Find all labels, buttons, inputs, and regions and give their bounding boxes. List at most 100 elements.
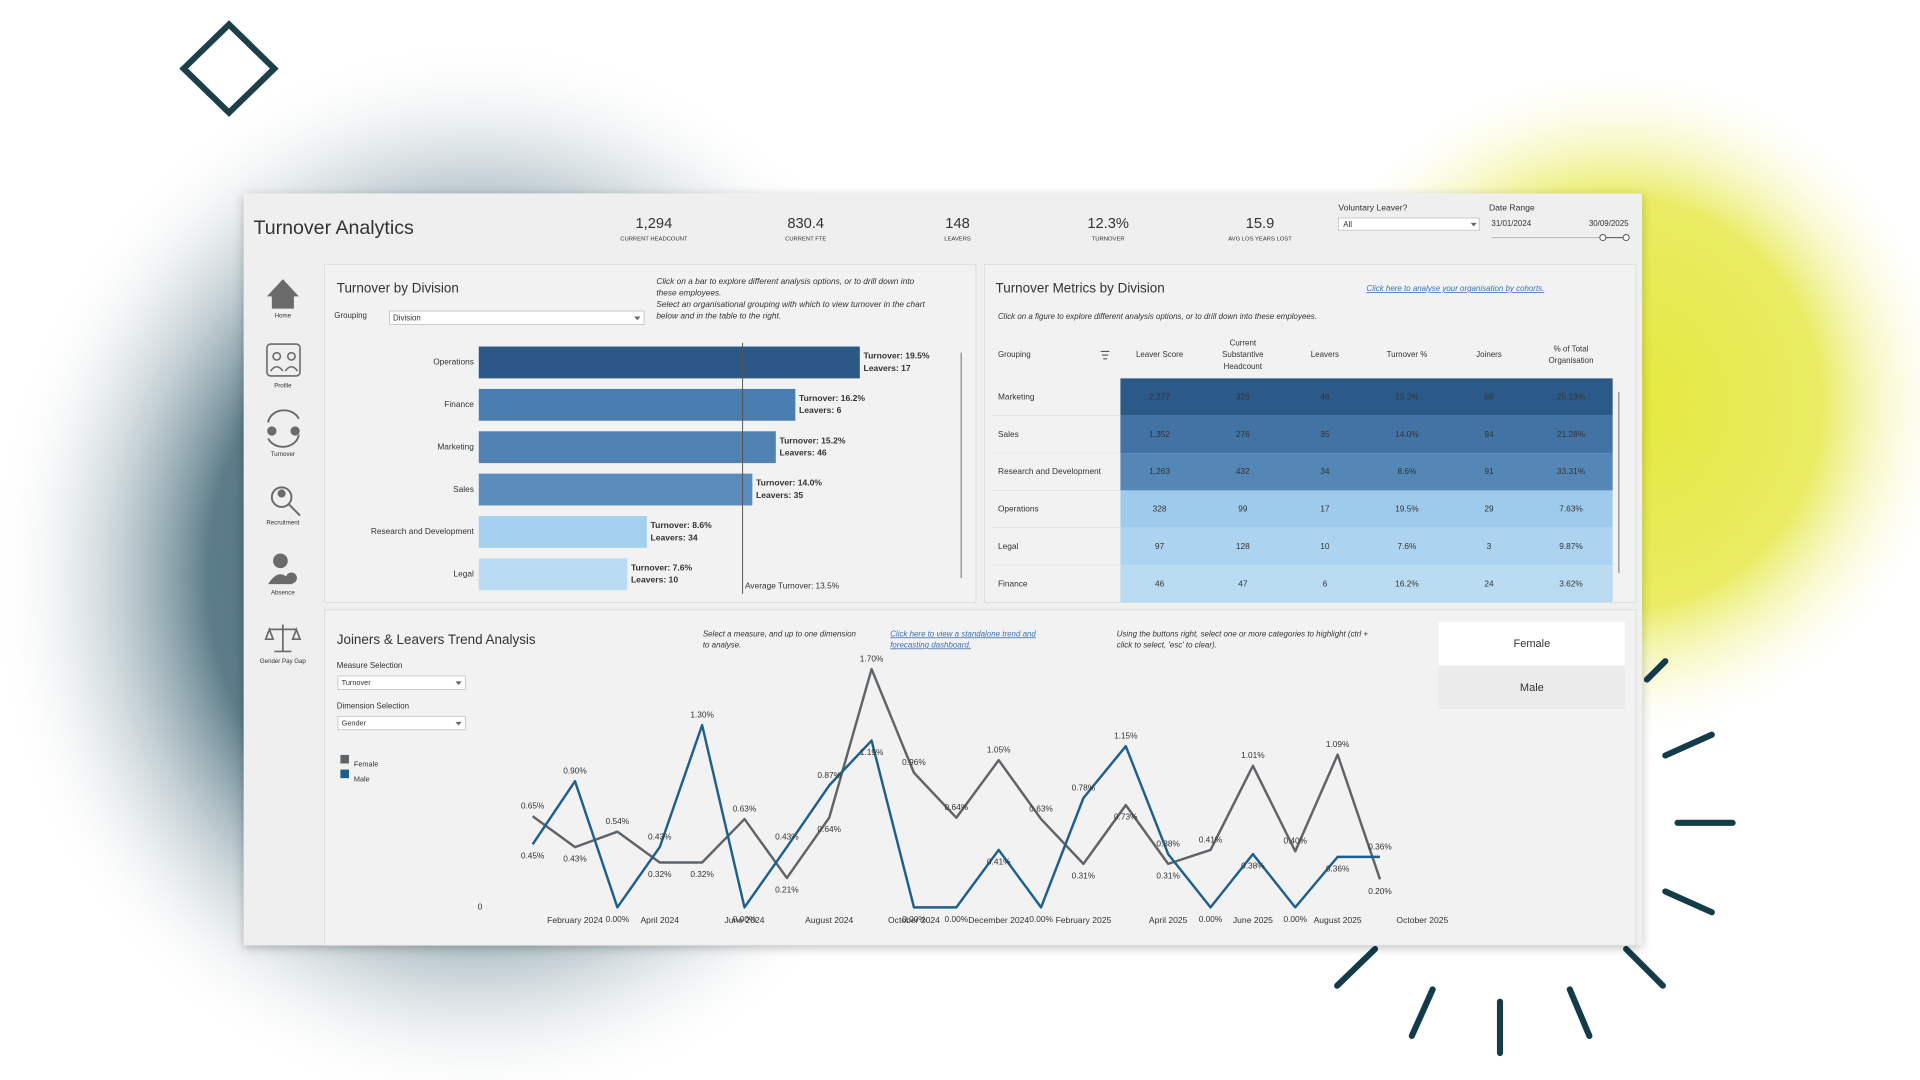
- highlight-button[interactable]: [1438, 622, 1625, 665]
- highlight-button[interactable]: [1438, 666, 1625, 709]
- dimension-select[interactable]: [337, 715, 466, 731]
- nav-label[interactable]: Absence: [271, 589, 295, 596]
- data-label: 0.00%: [1029, 914, 1053, 924]
- slider-handle[interactable]: [1599, 234, 1607, 242]
- button-label[interactable]: Male: [1520, 682, 1544, 694]
- trend-link[interactable]: forecasting dashboard.: [890, 640, 971, 649]
- table-cell[interactable]: 14.0%: [1395, 429, 1419, 439]
- grouping-label: Grouping: [334, 311, 367, 320]
- table-cell[interactable]: 3: [1487, 541, 1492, 551]
- table-cell[interactable]: 94: [1484, 429, 1494, 439]
- kpi-value: 830.4: [787, 216, 824, 232]
- dashboard-title: Turnover Analytics: [253, 217, 414, 239]
- table-cell[interactable]: 328: [1153, 504, 1167, 514]
- sort-icon[interactable]: [1100, 350, 1110, 360]
- table-row-fill: [1120, 527, 1613, 566]
- measure-value[interactable]: Turnover: [342, 678, 372, 687]
- table-cell[interactable]: 99: [1238, 504, 1248, 514]
- x-tick-label: June 2025: [1233, 915, 1273, 925]
- data-label: 0.00%: [733, 914, 757, 924]
- table-cell[interactable]: 35: [1320, 429, 1330, 439]
- table-cell[interactable]: 47: [1238, 578, 1248, 588]
- table-cell[interactable]: 276: [1236, 429, 1250, 439]
- table-cell[interactable]: 128: [1236, 541, 1250, 551]
- data-label: 0.38%: [1241, 861, 1265, 871]
- nav-label[interactable]: Profile: [274, 382, 292, 389]
- bar[interactable]: [478, 558, 628, 591]
- date-end[interactable]: 30/09/2025: [1589, 219, 1629, 228]
- nav-label[interactable]: Home: [275, 313, 292, 320]
- sunburst-decoration: [1334, 658, 1736, 1057]
- table-cell[interactable]: 1,352: [1149, 429, 1170, 439]
- table-cell[interactable]: 3.62%: [1559, 578, 1583, 588]
- table-cell[interactable]: 33.31%: [1557, 466, 1586, 476]
- column-header: Leavers: [1311, 350, 1339, 359]
- instruction-note: below and in the table to the right.: [656, 311, 781, 321]
- x-tick-label: October 2024: [888, 915, 940, 925]
- table-row-fill: [1120, 490, 1613, 528]
- trend-link[interactable]: Click here to view a standalone trend an…: [890, 629, 1036, 638]
- bar[interactable]: [478, 516, 647, 548]
- bar[interactable]: [478, 431, 776, 464]
- cohort-link[interactable]: Click here to analyse your organisation …: [1367, 284, 1545, 293]
- data-label: 1.30%: [690, 710, 714, 720]
- table-cell[interactable]: 24: [1484, 578, 1494, 588]
- date-start[interactable]: 31/01/2024: [1491, 219, 1531, 228]
- table-cell[interactable]: 25.13%: [1557, 392, 1586, 402]
- table-cell[interactable]: 8.6%: [1397, 466, 1417, 476]
- bar[interactable]: [478, 388, 796, 421]
- table-cell[interactable]: 432: [1236, 466, 1250, 476]
- data-label: 0.36%: [1368, 841, 1392, 851]
- table-cell[interactable]: 21.28%: [1557, 429, 1586, 439]
- data-label: 0.43%: [775, 831, 799, 841]
- slider-handle[interactable]: [1622, 234, 1630, 242]
- table-cell[interactable]: 6: [1323, 578, 1328, 588]
- data-label: 1.01%: [1241, 750, 1265, 760]
- filter-select[interactable]: [1338, 217, 1480, 231]
- table-cell[interactable]: 29: [1484, 504, 1494, 514]
- table-cell[interactable]: 15.2%: [1395, 392, 1419, 402]
- nav-label[interactable]: Recruitment: [266, 519, 299, 526]
- dimension-value[interactable]: Gender: [342, 719, 367, 728]
- bar-secondary-label: Leavers: 34: [650, 532, 697, 542]
- table-cell[interactable]: 9.87%: [1559, 541, 1583, 551]
- filter-value[interactable]: All: [1343, 220, 1352, 229]
- table-cell[interactable]: 16.2%: [1395, 578, 1419, 588]
- column-header: Joiners: [1476, 350, 1502, 359]
- instruction-note: to analyse.: [703, 640, 741, 649]
- grouping-select[interactable]: [389, 310, 645, 325]
- x-tick-label: August 2025: [1314, 915, 1362, 925]
- instruction-note: Select a measure, and up to one dimensio…: [703, 629, 857, 638]
- button-label[interactable]: Female: [1513, 638, 1550, 650]
- table-cell[interactable]: 2,277: [1149, 392, 1170, 402]
- bar[interactable]: [478, 473, 753, 506]
- table-cell[interactable]: 86: [1484, 392, 1494, 402]
- column-header: Turnover %: [1387, 350, 1428, 359]
- table-cell[interactable]: 34: [1320, 466, 1330, 476]
- nav-label[interactable]: Turnover: [271, 451, 295, 458]
- bar[interactable]: [478, 346, 860, 379]
- filter-label: Voluntary Leaver?: [1338, 202, 1407, 212]
- kpi-label: TURNOVER: [1092, 236, 1125, 242]
- data-label: 0.43%: [648, 831, 672, 841]
- table-cell[interactable]: 46: [1320, 392, 1330, 402]
- table-cell[interactable]: 10: [1320, 541, 1330, 551]
- table-cell[interactable]: 46: [1155, 578, 1165, 588]
- table-cell[interactable]: 19.5%: [1395, 504, 1419, 514]
- table-cell[interactable]: 17: [1320, 504, 1330, 514]
- table-cell[interactable]: 97: [1155, 541, 1165, 551]
- grouping-value[interactable]: Division: [393, 313, 421, 322]
- data-label: 0.96%: [902, 757, 926, 767]
- table-cell[interactable]: 91: [1484, 466, 1494, 476]
- table-cell[interactable]: 7.6%: [1397, 541, 1417, 551]
- bar-secondary-label: Leavers: 46: [779, 448, 826, 458]
- table-cell[interactable]: 7.63%: [1559, 504, 1583, 514]
- data-label: 0.73%: [1114, 811, 1138, 821]
- data-label: 0.00%: [945, 914, 969, 924]
- bar-secondary-label: Leavers: 17: [863, 363, 910, 373]
- nav-label[interactable]: Gender Pay Gap: [260, 658, 306, 665]
- table-cell[interactable]: 1,263: [1149, 466, 1170, 476]
- measure-select[interactable]: [337, 675, 466, 690]
- table-cell[interactable]: 326: [1236, 392, 1250, 402]
- dropdown-arrow: [455, 681, 462, 686]
